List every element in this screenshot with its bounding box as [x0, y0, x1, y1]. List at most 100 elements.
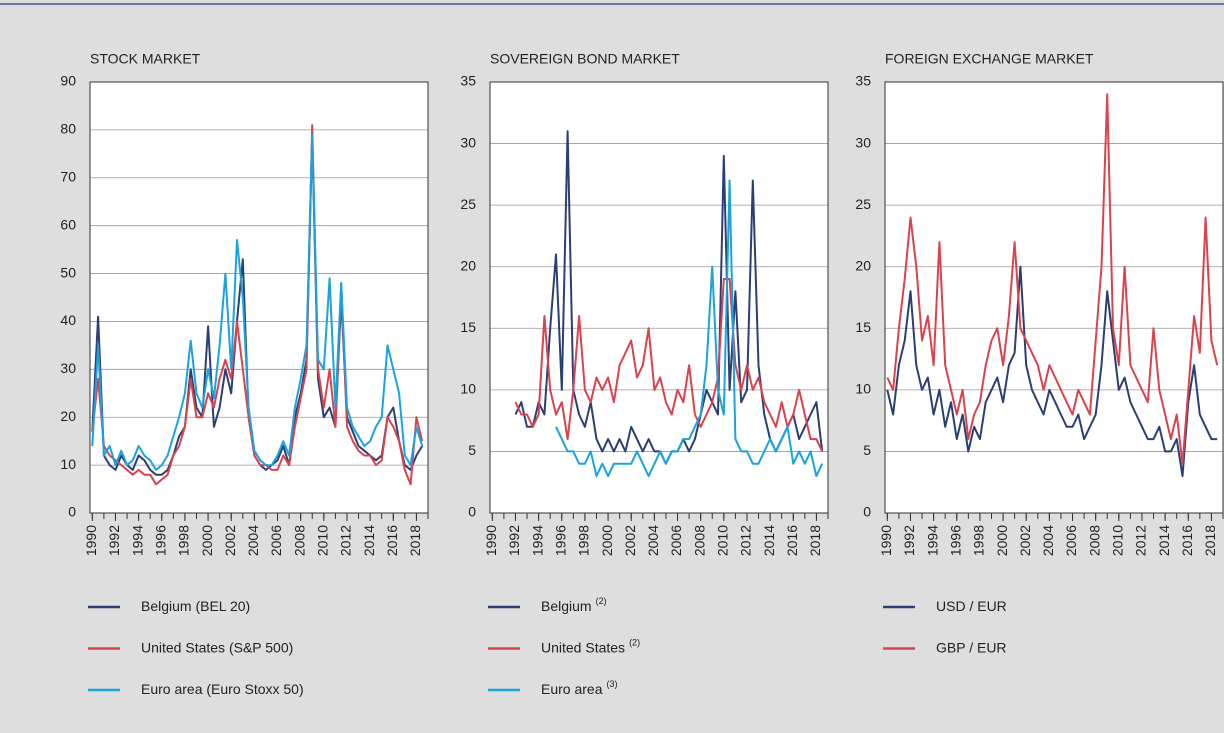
y-tick-label: 10 [460, 381, 476, 397]
x-tick-label: 1994 [529, 525, 545, 556]
legend-label: Belgium (2) [541, 596, 607, 613]
y-tick-label: 20 [60, 408, 76, 424]
y-tick-label: 5 [468, 442, 476, 458]
legend-label: Euro area (3) [541, 679, 617, 696]
legend-name: GBP / EUR [936, 639, 1007, 655]
y-tick-label: 20 [855, 257, 871, 273]
x-tick-label: 2002 [622, 525, 638, 556]
x-tick-label: 1992 [106, 525, 122, 556]
x-tick-label: 1998 [576, 525, 592, 556]
x-tick-label: 2014 [361, 525, 377, 556]
x-tick-label: 2008 [691, 525, 707, 556]
legend-footnote: (2) [596, 596, 607, 606]
x-tick-label: 1998 [971, 525, 987, 556]
legend-label: United States (2) [541, 638, 640, 655]
legend-label: Euro area (Euro Stoxx 50) [141, 681, 304, 697]
x-tick-label: 2012 [1133, 525, 1149, 556]
x-tick-label: 2004 [645, 525, 661, 556]
y-tick-label: 10 [855, 381, 871, 397]
x-tick-label: 2002 [1017, 525, 1033, 556]
x-tick-label: 2018 [407, 525, 423, 556]
plot-area [90, 82, 428, 513]
x-tick-label: 2014 [761, 525, 777, 556]
x-tick-label: 2016 [784, 525, 800, 556]
chart-title: FOREIGN EXCHANGE MARKET [885, 51, 1094, 67]
y-tick-label: 80 [60, 121, 76, 137]
series-line [886, 93, 1219, 465]
legend-label: USD / EUR [936, 598, 1007, 614]
x-tick-label: 2018 [807, 525, 823, 556]
x-tick-label: 1990 [83, 525, 99, 556]
x-tick-label: 1992 [901, 525, 917, 556]
y-tick-label: 0 [68, 504, 76, 520]
legend-name: United States (S&P 500) [141, 639, 293, 655]
y-tick-label: 25 [855, 196, 871, 212]
x-tick-label: 1994 [924, 525, 940, 556]
legend-name: USD / EUR [936, 598, 1007, 614]
y-tick-label: 30 [60, 360, 76, 376]
plot-border [884, 81, 1224, 514]
x-tick-label: 1998 [176, 525, 192, 556]
x-tick-label: 2004 [245, 525, 261, 556]
chart-title: STOCK MARKET [90, 51, 201, 67]
x-tick-label: 2008 [291, 525, 307, 556]
legend-name: Euro area (Euro Stoxx 50) [141, 681, 304, 697]
legend-name: Belgium (BEL 20) [141, 598, 250, 614]
legend-label: GBP / EUR [936, 639, 1007, 655]
legend-name: Belgium [541, 598, 592, 614]
y-tick-label: 70 [60, 168, 76, 184]
x-tick-label: 2008 [1086, 525, 1102, 556]
plot-border [489, 81, 829, 514]
y-tick-label: 25 [460, 196, 476, 212]
legend-name: United States [541, 639, 625, 655]
x-tick-label: 2002 [222, 525, 238, 556]
y-tick-label: 0 [468, 504, 476, 520]
x-tick-label: 2016 [1179, 525, 1195, 556]
series-line [555, 179, 824, 478]
x-tick-label: 2010 [315, 525, 331, 556]
x-tick-label: 1994 [129, 525, 145, 556]
chart-title: SOVEREIGN BOND MARKET [490, 51, 680, 67]
y-tick-label: 35 [855, 73, 871, 89]
y-tick-label: 30 [855, 134, 871, 150]
y-tick-label: 60 [60, 216, 76, 232]
y-tick-label: 15 [855, 319, 871, 335]
x-tick-label: 2000 [599, 525, 615, 556]
x-tick-label: 2010 [715, 525, 731, 556]
x-tick-label: 2014 [1156, 525, 1172, 556]
y-tick-label: 30 [460, 134, 476, 150]
y-tick-label: 50 [60, 264, 76, 280]
y-tick-label: 10 [60, 456, 76, 472]
x-tick-label: 2012 [738, 525, 754, 556]
legend-footnote: (3) [606, 679, 617, 689]
y-tick-label: 90 [60, 73, 76, 89]
y-tick-label: 20 [460, 257, 476, 273]
series-line [886, 265, 1218, 478]
x-tick-label: 2012 [338, 525, 354, 556]
x-tick-label: 2004 [1040, 525, 1056, 556]
y-tick-label: 40 [60, 312, 76, 328]
x-tick-label: 2000 [994, 525, 1010, 556]
x-tick-label: 2000 [199, 525, 215, 556]
legend-name: Euro area [541, 681, 603, 697]
legend-label: Belgium (BEL 20) [141, 598, 250, 614]
y-tick-label: 0 [863, 504, 871, 520]
x-tick-label: 1990 [483, 525, 499, 556]
y-tick-label: 35 [460, 73, 476, 89]
x-tick-label: 2016 [384, 525, 400, 556]
y-tick-label: 15 [460, 319, 476, 335]
x-tick-label: 2006 [268, 525, 284, 556]
y-tick-label: 5 [863, 442, 871, 458]
x-tick-label: 2018 [1202, 525, 1218, 556]
x-tick-label: 1996 [552, 525, 568, 556]
x-tick-label: 2006 [668, 525, 684, 556]
legend-footnote: (2) [629, 638, 640, 648]
plot-border [89, 81, 429, 514]
legend-label: United States (S&P 500) [141, 639, 293, 655]
x-tick-label: 1996 [947, 525, 963, 556]
series-line [514, 278, 824, 452]
x-tick-label: 2010 [1110, 525, 1126, 556]
series-line [91, 133, 424, 471]
series-line [91, 124, 424, 486]
